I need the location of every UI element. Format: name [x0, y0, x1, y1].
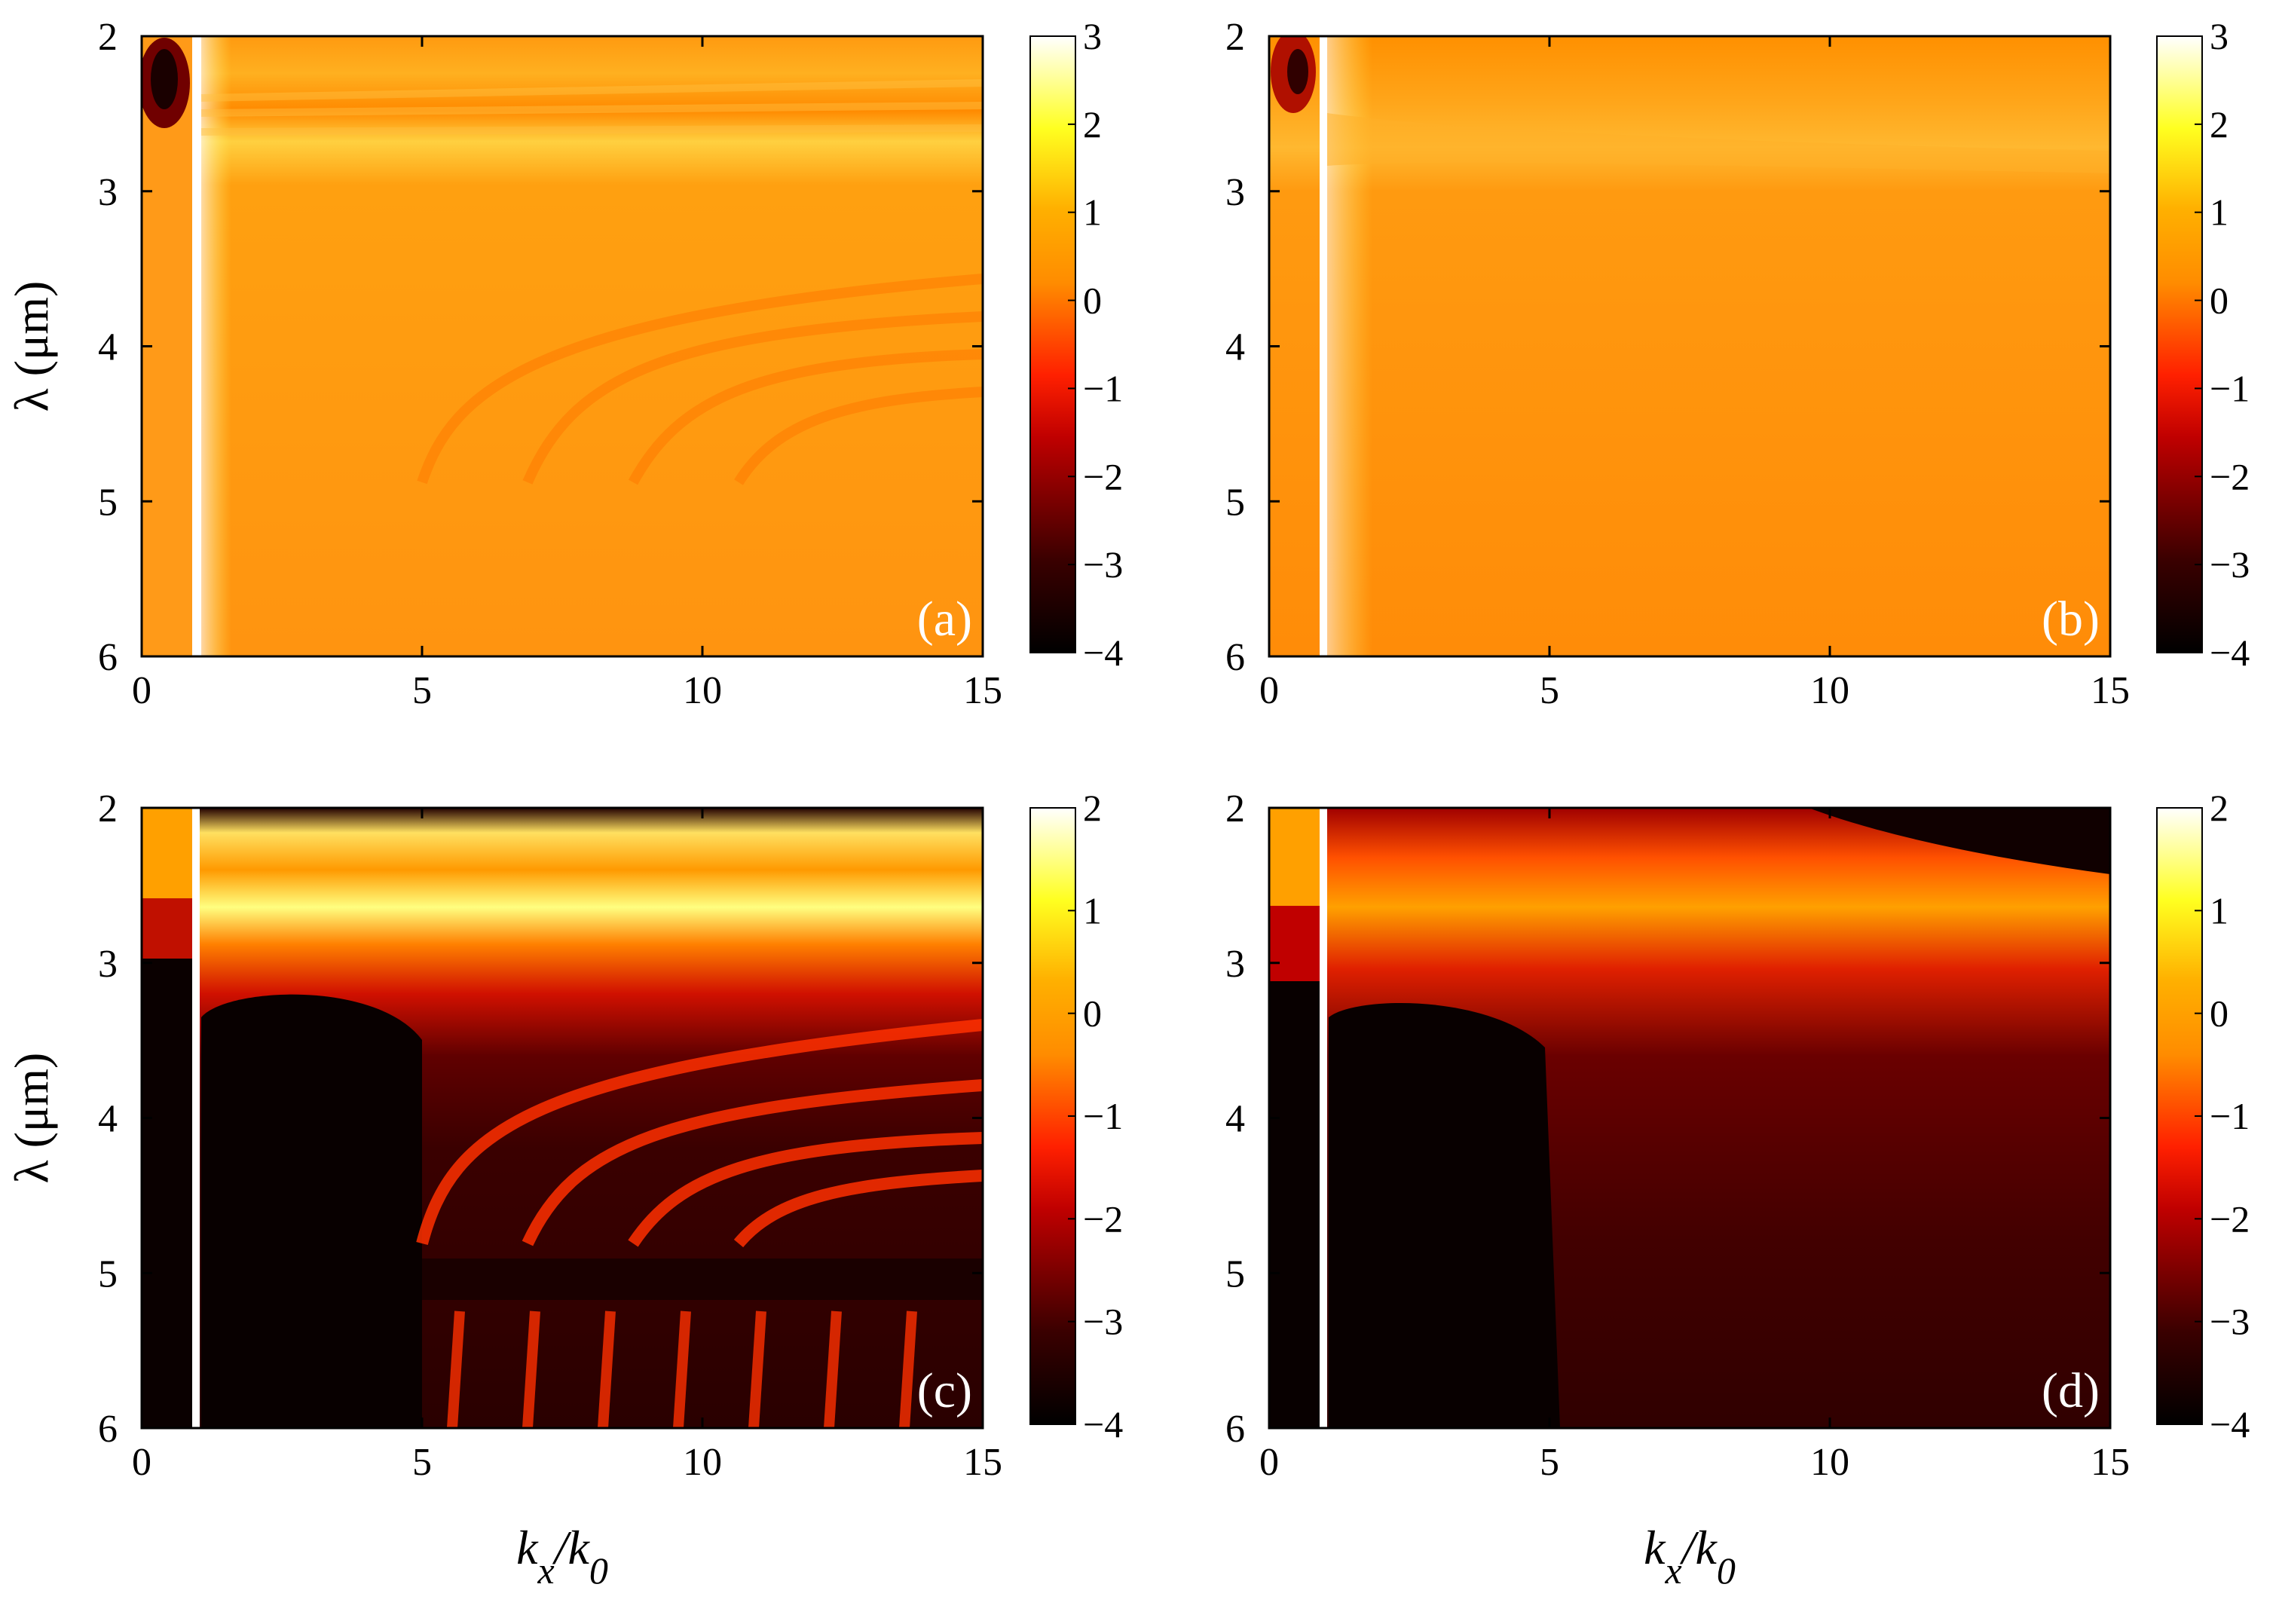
- panel-a: [140, 35, 984, 658]
- x-tick-label: 15: [963, 669, 1002, 712]
- y-tick-label: 6: [98, 1408, 118, 1451]
- colorbar-tick-label: −2: [1083, 455, 1123, 497]
- panel-d: [1268, 806, 2112, 1430]
- y-axis-label: λ (μm): [5, 1053, 58, 1184]
- colorbar-tick-label: −2: [2210, 1197, 2250, 1240]
- colorbar-tick-label: 2: [2210, 103, 2229, 145]
- colorbar-tick-label: −3: [1083, 543, 1123, 586]
- colorbar-tick-label: −4: [1083, 632, 1123, 674]
- colorbar-tick-label: −4: [2210, 1403, 2250, 1445]
- colorbar-tick-label: −1: [1083, 367, 1123, 409]
- y-tick-label: 3: [1225, 171, 1245, 214]
- y-tick-label: 5: [98, 1252, 118, 1295]
- colorbar-tick-label: 2: [1083, 103, 1102, 145]
- panel-b: [1268, 35, 2112, 658]
- colorbar-tick-label: 1: [2210, 889, 2229, 931]
- colorbar-tick-label: −2: [2210, 455, 2250, 497]
- y-axis-label: λ (μm): [5, 281, 58, 412]
- panel-label: (b): [2042, 592, 2100, 647]
- colorbar-tick-label: 1: [1083, 889, 1102, 931]
- colorbar-tick-label: −1: [2210, 1095, 2250, 1137]
- colorbar-tick-label: 0: [2210, 992, 2229, 1035]
- colorbar-a: [1029, 35, 1076, 653]
- heatmap-a: [142, 36, 983, 656]
- x-tick-label: 5: [412, 1441, 432, 1484]
- y-tick-label: 5: [1225, 1252, 1245, 1295]
- y-tick-label: 6: [98, 636, 118, 679]
- x-tick-label: 0: [132, 1441, 151, 1484]
- y-tick-label: 4: [98, 1098, 118, 1141]
- y-tick-label: 2: [1225, 788, 1245, 830]
- colorbar-tick-label: −1: [2210, 367, 2250, 409]
- y-tick-label: 4: [98, 326, 118, 369]
- x-tick-label: 15: [2091, 669, 2130, 712]
- colorbar-tick-label: 0: [2210, 280, 2229, 322]
- x-tick-label: 0: [1259, 669, 1279, 712]
- colorbar-b: [2156, 35, 2203, 653]
- y-tick-label: 5: [1225, 481, 1245, 524]
- x-axis-label: kx/k0: [1644, 1521, 1736, 1592]
- colorbar-tick-label: 3: [1083, 15, 1102, 57]
- colorbar-tick-label: 2: [1083, 787, 1102, 829]
- x-tick-label: 10: [683, 669, 722, 712]
- y-tick-label: 3: [98, 943, 118, 986]
- heatmap-c: [142, 808, 983, 1428]
- x-tick-label: 0: [1259, 1441, 1279, 1484]
- x-tick-label: 15: [2091, 1441, 2130, 1484]
- colorbar-tick-label: 2: [2210, 787, 2229, 829]
- panel-label: (c): [917, 1363, 972, 1418]
- y-tick-label: 6: [1225, 1408, 1245, 1451]
- x-axis-label: kx/k0: [516, 1521, 608, 1592]
- colorbar-tick-label: −4: [2210, 632, 2250, 674]
- colorbar-tick-label: −1: [1083, 1095, 1123, 1137]
- colorbar-tick-label: −3: [2210, 543, 2250, 586]
- x-tick-label: 15: [963, 1441, 1002, 1484]
- colorbar-tick-label: 1: [1083, 191, 1102, 234]
- x-tick-label: 10: [1810, 1441, 1849, 1484]
- y-tick-label: 2: [1225, 16, 1245, 59]
- y-tick-label: 6: [1225, 636, 1245, 679]
- y-tick-label: 3: [1225, 943, 1245, 986]
- x-tick-label: 5: [412, 669, 432, 712]
- y-tick-label: 2: [98, 16, 118, 59]
- y-tick-label: 4: [1225, 326, 1245, 369]
- panel-label: (d): [2042, 1363, 2100, 1418]
- colorbar-tick-label: −4: [1083, 1403, 1123, 1445]
- x-tick-label: 10: [683, 1441, 722, 1484]
- heatmap-b: [1269, 36, 2110, 656]
- x-tick-label: 5: [1540, 669, 1559, 712]
- colorbar-tick-label: 0: [1083, 992, 1102, 1035]
- x-tick-label: 5: [1540, 1441, 1559, 1484]
- colorbar-tick-label: 3: [2210, 15, 2229, 57]
- colorbar-tick-label: 1: [2210, 191, 2229, 234]
- y-tick-label: 3: [98, 171, 118, 214]
- y-tick-label: 5: [98, 481, 118, 524]
- x-tick-label: 0: [132, 669, 151, 712]
- colorbar-tick-label: 0: [1083, 280, 1102, 322]
- y-tick-label: 4: [1225, 1098, 1245, 1141]
- panel-label: (a): [917, 592, 972, 647]
- colorbar-tick-label: −3: [2210, 1301, 2250, 1343]
- colorbar-tick-label: −2: [1083, 1197, 1123, 1240]
- colorbar-tick-label: −3: [1083, 1301, 1123, 1343]
- heatmap-d: [1269, 808, 2110, 1428]
- x-tick-label: 10: [1810, 669, 1849, 712]
- y-tick-label: 2: [98, 788, 118, 830]
- panel-c: [140, 806, 984, 1430]
